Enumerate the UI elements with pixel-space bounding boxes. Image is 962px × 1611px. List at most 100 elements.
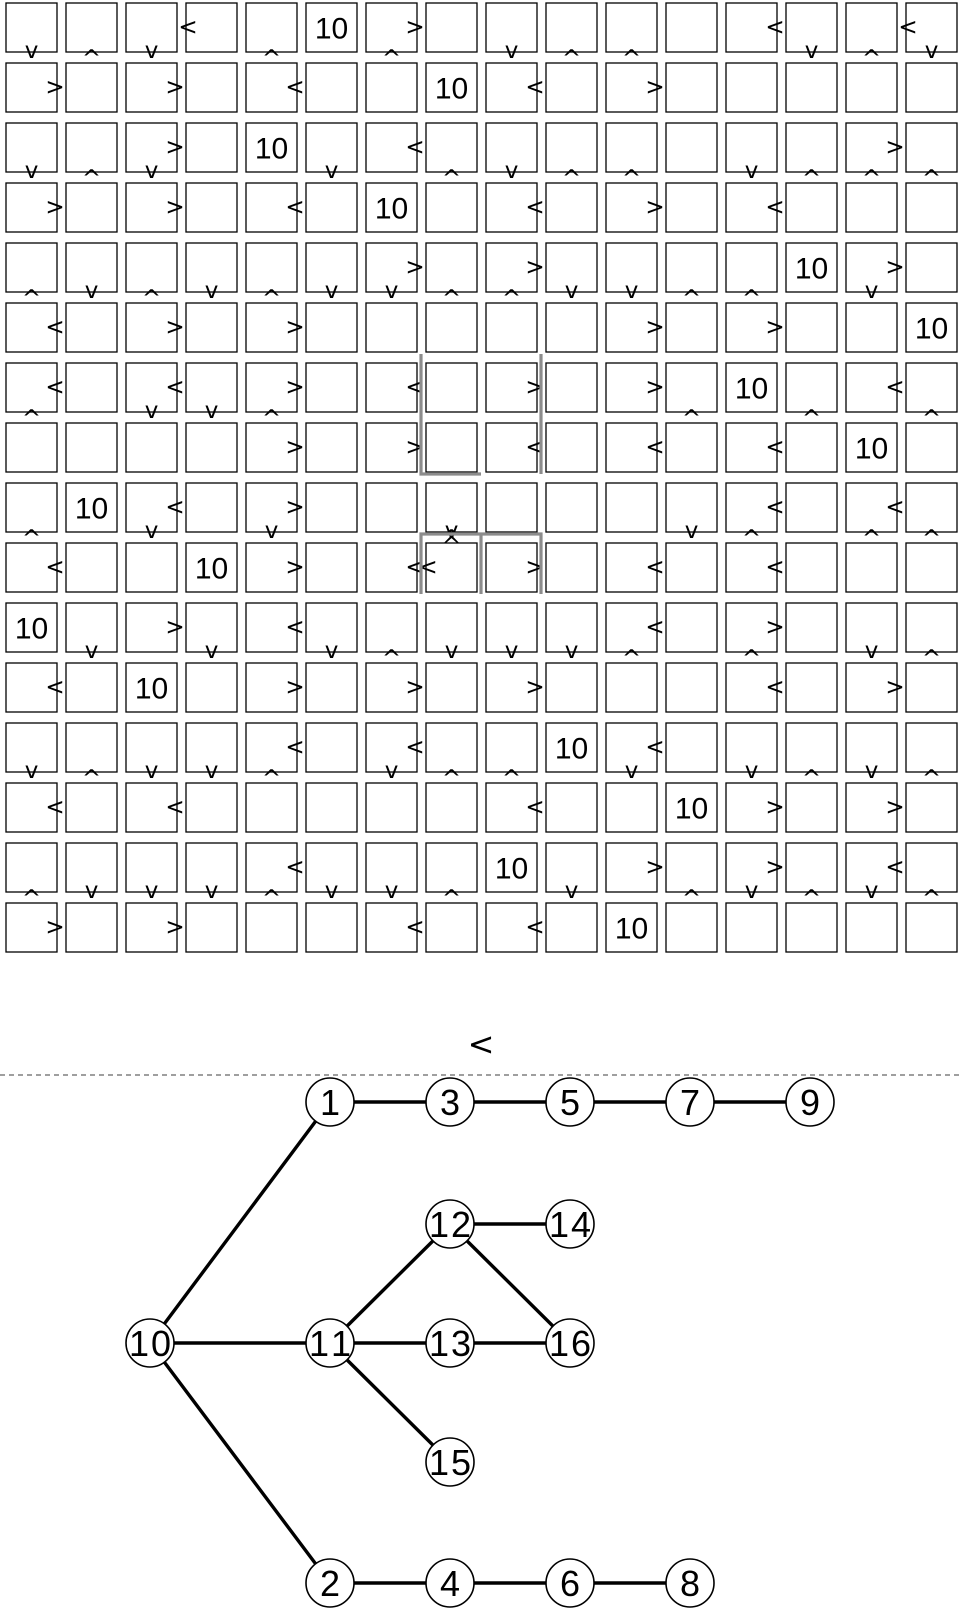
grid-cell	[665, 362, 718, 413]
grid-cell	[845, 362, 898, 413]
cell-number-label: 10	[555, 733, 588, 766]
arrow-up-icon: ^	[862, 46, 881, 72]
node-label: 14	[549, 1204, 591, 1245]
grid-cell	[305, 542, 358, 593]
grid-cell	[65, 422, 118, 473]
grid-cell	[545, 302, 598, 353]
grid-cell	[245, 842, 298, 893]
arrow-right-icon: >	[885, 255, 904, 281]
grid-cell	[485, 482, 538, 533]
grid-cell	[485, 362, 538, 413]
grid-cell	[905, 542, 958, 593]
graph-node: 16	[545, 1318, 595, 1368]
cell-number-label: 10	[75, 493, 108, 526]
grid-cell	[905, 602, 958, 653]
node-circle	[545, 1077, 595, 1127]
grid-cell	[905, 662, 958, 713]
arrow-up-icon: ^	[802, 166, 821, 192]
grid-cell	[425, 182, 478, 233]
arrow-down-icon: v	[205, 398, 219, 424]
grid-cell	[845, 62, 898, 113]
grid-cell	[845, 602, 898, 653]
arrow-down-icon: v	[805, 38, 819, 64]
arrow-left-icon: <	[765, 675, 784, 701]
grid-cell	[305, 242, 358, 293]
grid-cell	[785, 602, 838, 653]
arrow-down-icon: v	[505, 38, 519, 64]
grid-cell	[665, 722, 718, 773]
arrow-right-icon: >	[165, 135, 184, 161]
arrow-right-icon: >	[765, 855, 784, 881]
grid-cell	[485, 542, 538, 593]
grid-cell	[845, 302, 898, 353]
graph-edge	[148, 1341, 332, 1585]
grid-cell	[545, 662, 598, 713]
grid-cell	[605, 302, 658, 353]
arrow-up-icon: ^	[262, 286, 281, 312]
arrow-right-icon: >	[405, 255, 424, 281]
grid-cell	[785, 782, 838, 833]
node-circle	[545, 1558, 595, 1608]
grid-cell	[665, 422, 718, 473]
node-label: 1	[320, 1082, 340, 1123]
grid-cell	[725, 182, 778, 233]
grid-cell	[725, 662, 778, 713]
grid-cell	[845, 542, 898, 593]
grid-cell	[125, 2, 178, 53]
grid-cell	[365, 362, 418, 413]
node-circle	[425, 1077, 475, 1127]
grid-cell	[725, 542, 778, 593]
arrow-down-icon: v	[85, 638, 99, 664]
grid-cell	[305, 362, 358, 413]
grid-cell	[605, 902, 658, 953]
grid-cell	[65, 182, 118, 233]
arrow-up-icon: ^	[142, 286, 161, 312]
grid-cell	[485, 2, 538, 53]
grid-cell	[5, 542, 58, 593]
grid-cell	[305, 182, 358, 233]
grid-cell	[305, 2, 358, 53]
graph-node: 9	[785, 1077, 835, 1127]
arrow-down-icon: v	[865, 278, 879, 304]
grid-cell	[665, 662, 718, 713]
grid-cell	[125, 902, 178, 953]
grid-cell	[905, 182, 958, 233]
arrow-down-icon: v	[385, 758, 399, 784]
arrow-left-icon: <	[45, 375, 64, 401]
grid-cell	[125, 482, 178, 533]
arrow-left-icon: <	[645, 435, 664, 461]
grid-cell	[245, 782, 298, 833]
grid-cell	[725, 62, 778, 113]
arrow-down-icon: v	[205, 278, 219, 304]
grid-cell	[905, 422, 958, 473]
grid-cell	[5, 242, 58, 293]
grid-cell	[425, 842, 478, 893]
grid-cell	[785, 62, 838, 113]
arrow-left-icon: <	[405, 135, 424, 161]
grid-cell	[245, 722, 298, 773]
arrow-right-icon: >	[165, 75, 184, 101]
arrow-down-icon: v	[265, 518, 279, 544]
cell-number-label: 10	[495, 853, 528, 886]
grid-cell	[5, 722, 58, 773]
arrow-up-icon: ^	[82, 166, 101, 192]
grid-cell	[185, 482, 238, 533]
arrow-left-icon: <	[285, 195, 304, 221]
arrow-right-icon: >	[765, 615, 784, 641]
arrow-up-icon: ^	[742, 526, 761, 552]
arrow-down-icon: v	[25, 158, 39, 184]
arrow-down-icon: v	[85, 878, 99, 904]
arrow-down-icon: v	[745, 878, 759, 904]
arrow-right-icon: >	[525, 675, 544, 701]
grid-cell	[245, 602, 298, 653]
grid-cell	[425, 542, 478, 593]
arrow-left-icon: <	[885, 855, 904, 881]
grid-cell	[785, 482, 838, 533]
arrow-up-icon: ^	[922, 646, 941, 672]
grid-cell	[185, 2, 238, 53]
grid-cell	[665, 62, 718, 113]
arrow-left-icon: <	[285, 735, 304, 761]
graph-edge	[328, 1222, 452, 1345]
arrow-down-icon: v	[145, 38, 159, 64]
